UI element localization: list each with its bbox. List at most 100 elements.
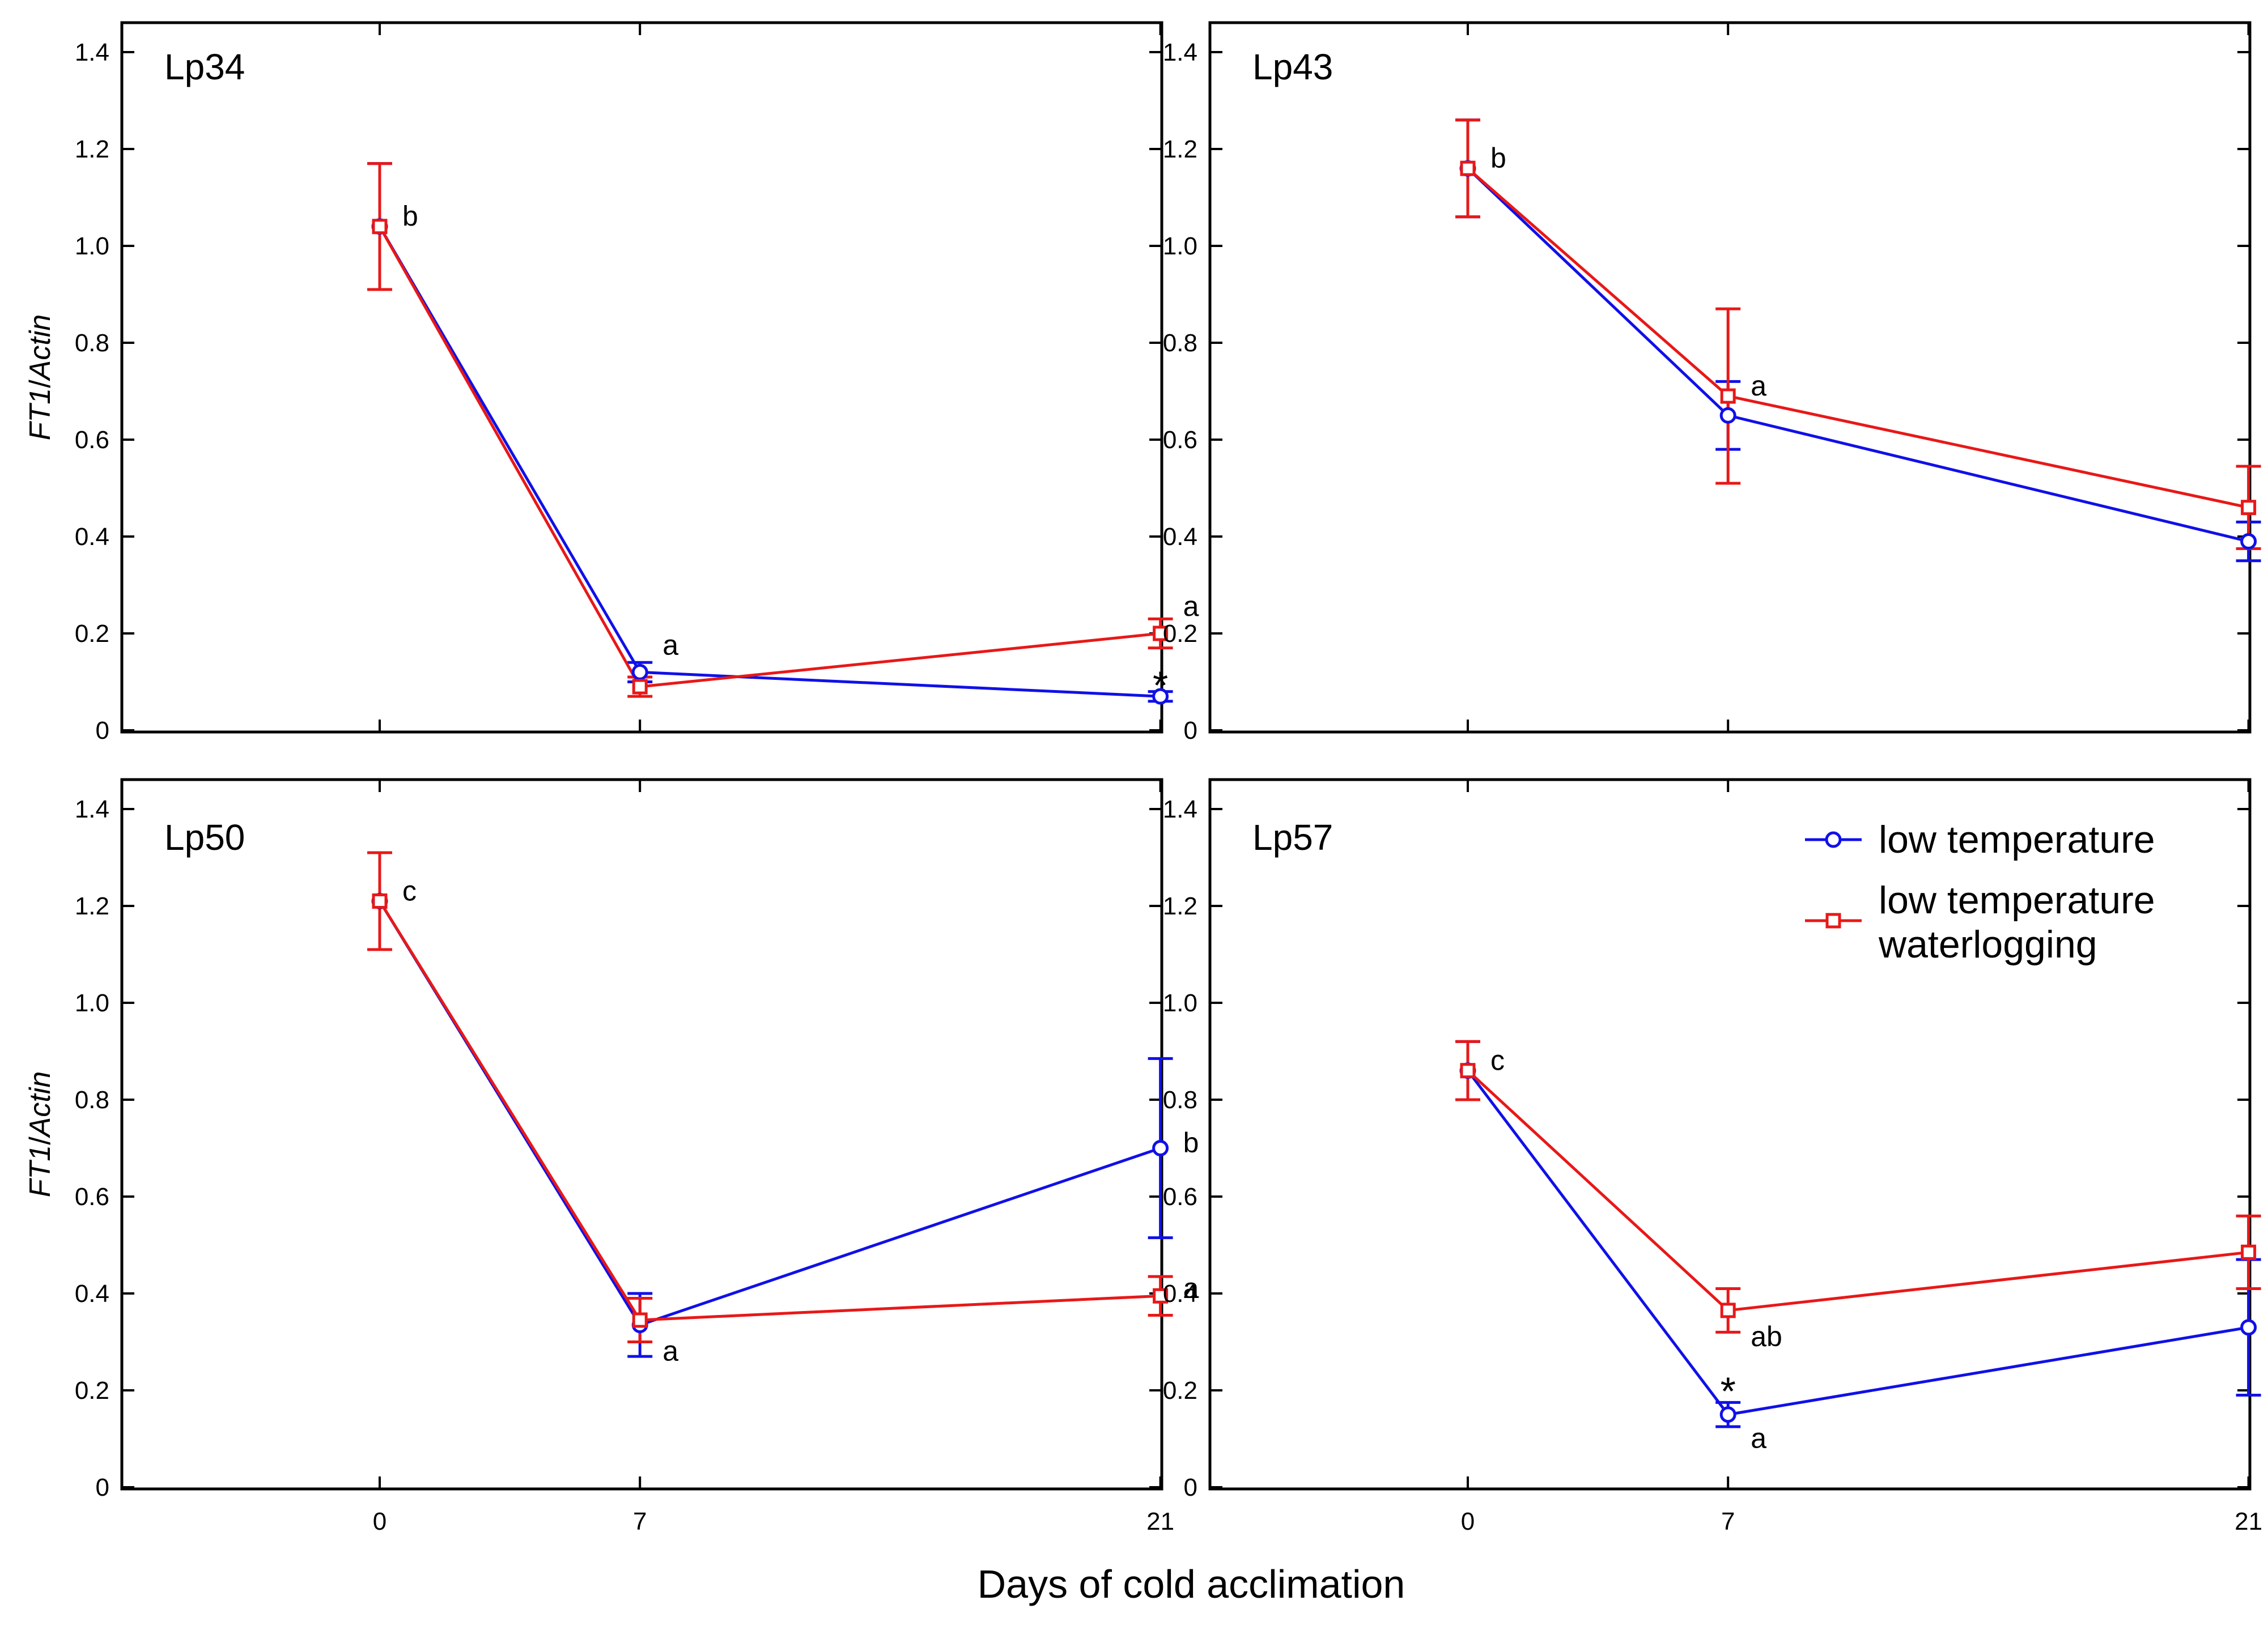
y-tick-label: 0.2 — [75, 1377, 109, 1405]
data-point-square — [1460, 160, 1476, 176]
y-axis: 0 0.2 0.4 0.6 0.8 1.0 1.2 1.4 — [75, 39, 1162, 744]
y-axis-label-top: FT1/Actin — [24, 314, 57, 441]
y-tick-label: 0 — [1184, 1474, 1197, 1501]
y-tick-label: 0.2 — [75, 620, 109, 648]
y-tick-label: 0 — [96, 1474, 109, 1501]
y-axis: 0 0.2 0.4 0.6 0.8 1.0 1.2 1.4 — [1163, 39, 2250, 744]
y-tick-label: 1.2 — [75, 135, 109, 163]
x-tick-label: 0 — [1461, 1508, 1475, 1535]
data-point-square — [2241, 1244, 2257, 1260]
y-tick-label: 0.4 — [75, 1280, 109, 1308]
y-tick-label: 1.2 — [1163, 892, 1197, 920]
data-point-square — [2241, 500, 2257, 516]
panel-title: Lp43 — [1252, 46, 1333, 87]
x-tick-label: 0 — [373, 1508, 387, 1535]
legend-marker-square — [1825, 913, 1841, 929]
y-tick-label: 0.6 — [1163, 426, 1197, 454]
data-point-circle — [2240, 1319, 2257, 1336]
data-point-square — [372, 893, 388, 909]
significance-letter: a — [662, 1335, 678, 1367]
x-tick-label: 7 — [1721, 1508, 1735, 1535]
significance-letter: c — [1490, 1045, 1505, 1076]
data-point-circle — [1152, 1140, 1169, 1156]
significance-letter: a — [662, 629, 678, 661]
y-tick-label: 0.8 — [1163, 329, 1197, 357]
data-point-square — [372, 219, 388, 235]
y-tick-label: 0.4 — [1163, 1280, 1197, 1308]
data-point-square — [1460, 1063, 1476, 1079]
plot-area: b a a * — [367, 162, 1199, 708]
significance-letter: a — [1183, 590, 1199, 622]
y-tick-label: 0.4 — [1163, 523, 1197, 551]
panel-lp43: Lp43 0 0.2 0.4 0.6 0.8 1.0 1.2 1.4 b a a — [1163, 21, 2261, 744]
series-line-low-temperature — [378, 900, 1161, 1327]
significance-star: * — [1153, 663, 1168, 708]
panel-lp57: Lp57 0 0.2 0.4 0.6 0.8 1.0 1.2 1.4 0 7 21 c ab a * b a… — [1163, 778, 2262, 1535]
data-point-square — [1153, 1288, 1169, 1304]
y-tick-label: 0.6 — [75, 426, 109, 454]
x-axis — [1467, 23, 2250, 732]
data-point-circle — [1719, 1406, 1736, 1423]
y-tick-label: 0 — [1184, 717, 1197, 744]
panel-frame — [120, 21, 1163, 734]
panel-title: Lp50 — [164, 817, 245, 858]
x-axis: 0 7 21 — [373, 780, 1174, 1535]
y-tick-label: 1.0 — [75, 989, 109, 1017]
legend-label-line2: waterlogging — [1878, 923, 2097, 966]
significance-letter: a — [1751, 1423, 1766, 1454]
panel-frame — [1208, 778, 2252, 1491]
x-tick-label: 21 — [1146, 1508, 1174, 1535]
data-point-circle — [1152, 688, 1169, 705]
x-tick-label: 7 — [633, 1508, 647, 1535]
x-tick-label: 21 — [2235, 1508, 2262, 1535]
series-line-low-temperature — [378, 225, 1161, 698]
y-tick-label: 0 — [96, 717, 109, 744]
significance-letter: b — [402, 201, 418, 232]
y-tick-label: 1.4 — [75, 795, 109, 823]
data-point-square — [632, 679, 648, 695]
significance-letter: b — [1183, 1127, 1199, 1159]
y-tick-label: 0.6 — [1163, 1183, 1197, 1211]
panel-title: Lp34 — [164, 46, 245, 87]
significance-letter: a — [1751, 370, 1766, 402]
y-tick-label: 1.0 — [1163, 232, 1197, 260]
significance-star: * — [1721, 1369, 1736, 1414]
y-axis: 0 0.2 0.4 0.6 0.8 1.0 1.2 1.4 — [1163, 795, 2250, 1501]
plot-area: baa — [1455, 118, 2261, 563]
y-tick-label: 0.2 — [1163, 620, 1197, 648]
data-point-square — [632, 1312, 648, 1328]
panel-lp50: Lp50 0 0.2 0.4 0.6 0.8 1.0 1.2 1.4 0 7 21 c a b a — [75, 778, 1199, 1535]
significance-letter: b — [1490, 142, 1506, 174]
series-line-waterlogging — [1467, 1069, 2249, 1312]
y-tick-label: 0.6 — [75, 1183, 109, 1211]
series-line-waterlogging — [378, 225, 1161, 688]
x-axis: 0 7 21 — [1461, 780, 2262, 1535]
y-tick-label: 0.8 — [75, 1086, 109, 1114]
y-tick-label: 0.8 — [1163, 1086, 1197, 1114]
legend-entry-waterlogging: low temperature waterlogging — [1805, 879, 2155, 966]
y-tick-label: 1.2 — [1163, 135, 1197, 163]
data-point-circle — [631, 663, 648, 680]
x-axis — [379, 23, 1162, 732]
legend-label: low temperature — [1879, 818, 2155, 861]
y-tick-label: 1.4 — [1163, 795, 1197, 823]
significance-letter: a — [1183, 1272, 1199, 1304]
legend: low temperature low temperature waterlog… — [1805, 818, 2155, 966]
y-tick-label: 1.2 — [75, 892, 109, 920]
y-tick-label: 0.2 — [1163, 1377, 1197, 1405]
panel-title: Lp57 — [1252, 817, 1333, 858]
legend-label-line1: low temperature — [1879, 879, 2155, 922]
data-point-circle — [1719, 407, 1736, 424]
plot-area: c a b a — [367, 851, 1199, 1367]
y-tick-label: 1.0 — [75, 232, 109, 260]
y-tick-label: 0.4 — [75, 523, 109, 551]
y-tick-label: 1.0 — [1163, 989, 1197, 1017]
y-tick-label: 1.4 — [1163, 39, 1197, 66]
panel-frame — [120, 778, 1163, 1491]
series-line-waterlogging — [378, 900, 1161, 1322]
data-point-square — [1153, 625, 1169, 641]
data-point-circle — [2240, 533, 2257, 550]
y-axis: 0 0.2 0.4 0.6 0.8 1.0 1.2 1.4 — [75, 795, 1162, 1501]
